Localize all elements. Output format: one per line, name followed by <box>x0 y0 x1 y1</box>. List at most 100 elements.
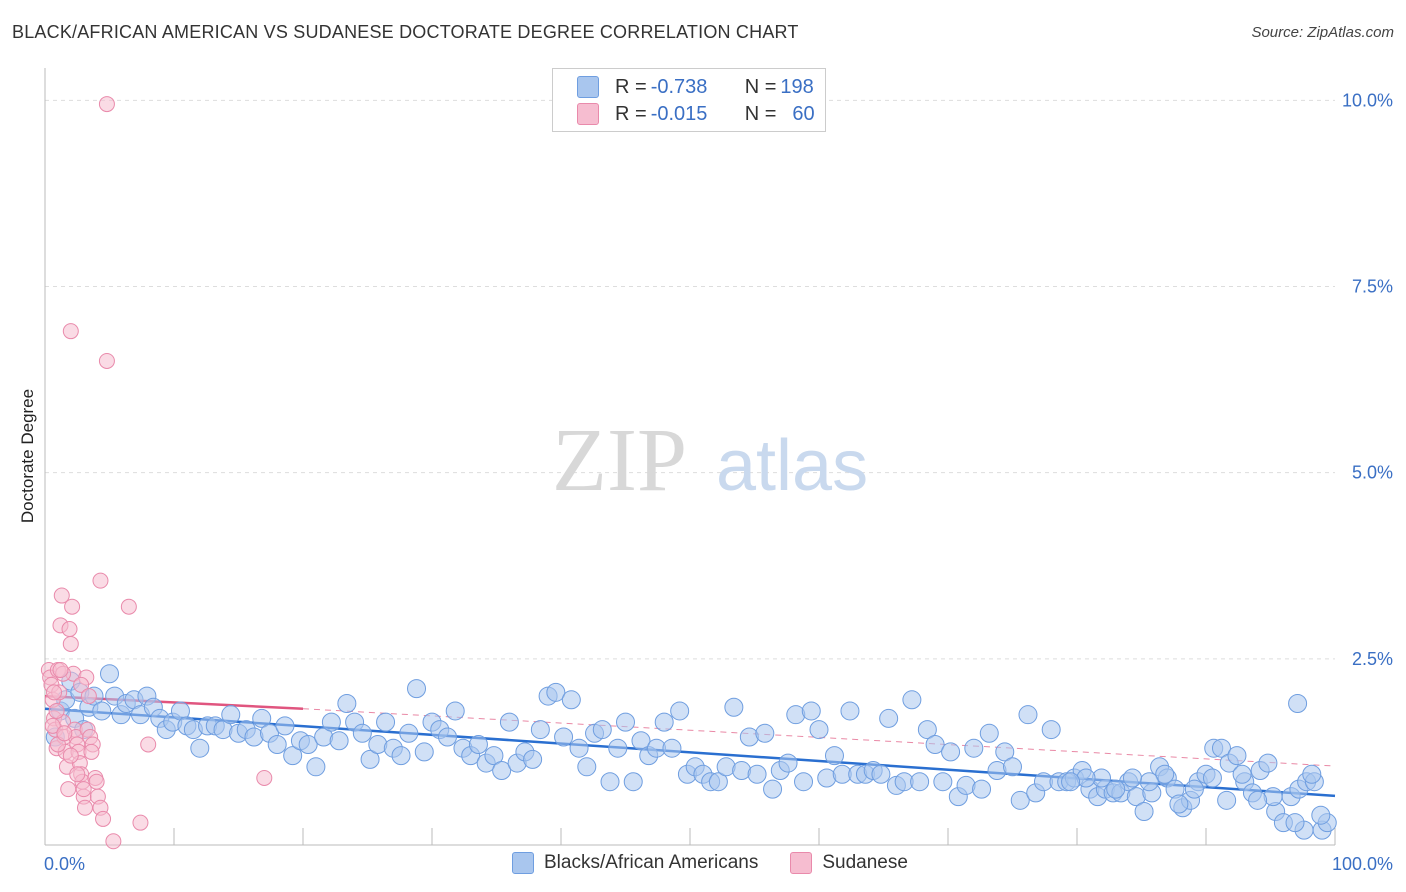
point-blacks <box>809 720 829 740</box>
point-blacks <box>910 772 930 792</box>
point-blacks <box>1041 720 1061 740</box>
point-blacks <box>840 701 860 721</box>
point-blacks <box>654 712 674 732</box>
point-blacks <box>445 701 465 721</box>
point-sudanese <box>73 676 90 693</box>
series-legend-item-blacks[interactable]: Blacks/African Americans <box>512 852 758 874</box>
point-sudanese <box>92 572 109 589</box>
point-blacks <box>1258 753 1278 773</box>
point-sudanese <box>120 598 137 615</box>
legend-n-value: 60 <box>792 102 815 125</box>
point-blacks <box>92 701 112 721</box>
y-tick-label: 5.0% <box>1352 463 1393 483</box>
point-blacks <box>747 764 767 784</box>
point-blacks <box>979 723 999 743</box>
point-blacks <box>1018 705 1038 725</box>
point-sudanese <box>61 621 78 638</box>
legend-swatch-sudanese <box>577 103 599 125</box>
point-sudanese <box>98 96 115 113</box>
point-sudanese <box>48 702 65 719</box>
point-blacks <box>492 761 512 781</box>
point-blacks <box>987 761 1007 781</box>
point-blacks <box>941 742 961 762</box>
point-sudanese <box>53 587 70 604</box>
legend-n-label: N = <box>744 102 777 125</box>
point-blacks <box>1288 694 1308 714</box>
point-sudanese <box>256 769 273 786</box>
point-blacks <box>546 682 566 702</box>
series-legend-item-sudanese[interactable]: Sudanese <box>790 852 908 874</box>
point-blacks <box>1232 764 1252 784</box>
point-blacks <box>1211 738 1231 758</box>
point-blacks <box>321 712 341 732</box>
point-sudanese <box>62 747 79 764</box>
point-blacks <box>708 772 728 792</box>
legend-swatch-blacks <box>577 76 599 98</box>
point-blacks <box>391 746 411 766</box>
point-blacks <box>499 712 519 732</box>
point-blacks <box>484 746 504 766</box>
point-blacks <box>786 705 806 725</box>
point-blacks <box>662 738 682 758</box>
point-blacks <box>437 727 457 747</box>
legend-r-label: R = <box>615 102 647 125</box>
point-blacks <box>716 757 736 777</box>
point-blacks <box>879 708 899 728</box>
point-sudanese <box>44 717 61 734</box>
point-blacks <box>995 742 1015 762</box>
point-blacks <box>964 738 984 758</box>
point-blacks <box>600 772 620 792</box>
point-sudanese <box>88 773 105 790</box>
point-blacks <box>1217 790 1237 810</box>
point-blacks <box>956 775 976 795</box>
point-blacks <box>739 727 759 747</box>
point-sudanese <box>64 598 81 615</box>
legend-r-value: -0.738 <box>650 75 708 98</box>
point-sudanese <box>60 781 77 798</box>
point-blacks <box>824 746 844 766</box>
point-sudanese <box>95 810 112 827</box>
point-blacks <box>724 697 744 717</box>
point-blacks <box>608 738 628 758</box>
point-blacks <box>468 734 488 754</box>
y-tick-label: 10.0% <box>1342 90 1393 110</box>
point-sudanese <box>69 766 86 783</box>
point-blacks <box>1061 772 1081 792</box>
point-blacks <box>530 720 550 740</box>
point-blacks <box>283 746 303 766</box>
point-blacks <box>523 749 543 769</box>
point-sudanese <box>140 736 157 753</box>
point-sudanese <box>132 814 149 831</box>
series-legend: Blacks/African Americans Sudanese <box>512 852 940 874</box>
point-blacks <box>933 772 953 792</box>
point-blacks <box>221 705 241 725</box>
legend-row-sudanese: R = -0.015 N = 60 <box>577 102 815 126</box>
point-blacks <box>925 734 945 754</box>
point-blacks <box>1169 794 1189 814</box>
point-sudanese <box>46 684 63 701</box>
axes <box>44 68 1336 846</box>
point-blacks <box>817 768 837 788</box>
point-blacks <box>801 701 821 721</box>
watermark-zip: ZIP <box>552 411 687 510</box>
point-blacks <box>1010 790 1030 810</box>
point-blacks <box>329 731 349 751</box>
legend-row-blacks: R = -0.738 N = 198 <box>577 75 814 99</box>
legend-r-value: -0.015 <box>650 102 708 125</box>
point-blacks <box>360 749 380 769</box>
x-tick-label: 0.0% <box>44 854 85 874</box>
point-sudanese <box>83 743 100 760</box>
point-blacks <box>670 701 690 721</box>
point-blacks <box>592 720 612 740</box>
series-swatch-sudanese <box>790 852 813 874</box>
point-blacks <box>414 742 434 762</box>
point-blacks <box>1184 779 1204 799</box>
point-sudanese <box>62 635 79 652</box>
point-blacks <box>972 779 992 799</box>
source-label: Source: ZipAtlas.com <box>1251 24 1394 41</box>
chart-title: BLACK/AFRICAN AMERICAN VS SUDANESE DOCTO… <box>12 22 799 42</box>
point-blacks <box>298 734 318 754</box>
point-blacks <box>306 757 326 777</box>
point-blacks <box>1003 757 1022 777</box>
